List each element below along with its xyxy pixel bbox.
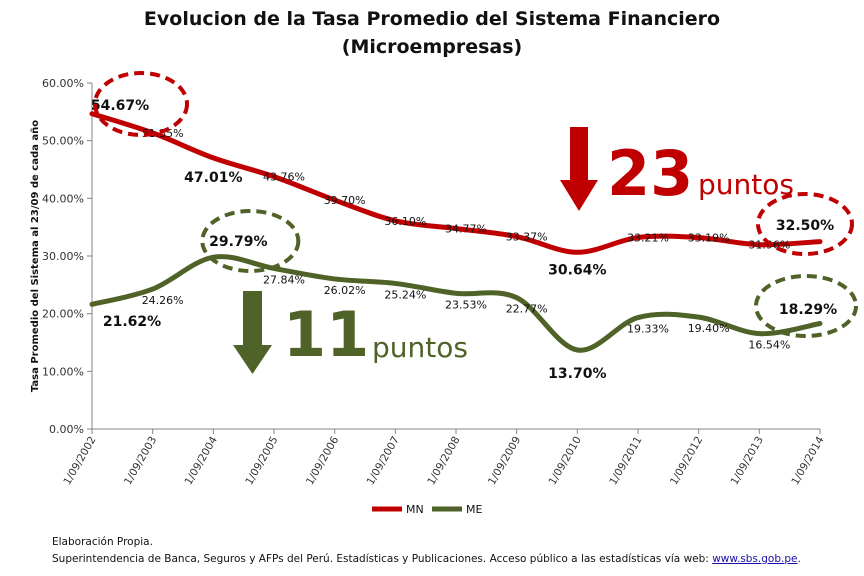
data-label-mn: 43.76% [263,171,305,184]
x-tick-label: 1/09/2011 [607,435,644,488]
y-tick-label: 50.00% [42,135,84,148]
footer-source-text: Superintendencia de Banca, Seguros y AFP… [52,553,713,565]
data-label-me: 23.53% [445,298,487,311]
chart-title: Evolucion de la Tasa Promedio del Sistem… [143,8,721,30]
x-tick-label: 1/09/2008 [425,435,462,488]
x-tick-label: 1/09/2012 [668,435,705,488]
annotation-me-drop-word: puntos [372,331,468,364]
highlight-ellipse-mn-start [93,71,189,137]
x-tick-label: 1/09/2010 [547,435,584,488]
data-label-me: 13.70% [548,366,606,382]
data-label-me: 19.40% [688,322,730,335]
annotation-mn-drop-word: puntos [698,168,794,201]
footer-source-line-2: Superintendencia de Banca, Seguros y AFP… [52,553,801,565]
footer-source-line-1: Elaboración Propia. [52,536,153,548]
x-tick-label: 1/09/2009 [486,435,523,488]
legend-label-me: ME [466,503,482,516]
y-tick-label: 10.00% [42,365,84,378]
arrow-down-icon-mn [560,127,598,211]
data-label-me: 22.77% [506,303,548,316]
data-label-mn: 32.50% [776,218,834,234]
annotation-mn-drop-number: 23 [607,137,693,210]
data-label-me: 29.79% [209,234,267,250]
data-label-me: 19.33% [627,323,669,336]
data-label-me: 25.24% [384,288,426,301]
series-line-mn [89,111,823,255]
data-label-mn: 30.64% [548,262,606,278]
data-label-me: 26.02% [324,284,366,297]
data-label-me: 16.54% [748,339,790,352]
x-tick-label: 1/09/2014 [789,434,826,487]
highlight-ellipse-me-peak [200,209,301,273]
highlight-ellipse-mn-end [756,192,854,256]
data-label-me: 24.26% [142,294,184,307]
data-label-mn: 34.77% [445,222,487,235]
x-tick-label: 1/09/2004 [183,434,220,487]
legend-label-mn: MN [406,503,424,516]
x-tick-label: 1/09/2006 [304,434,341,487]
y-tick-label: 40.00% [42,192,84,205]
series-line-me [89,254,823,353]
y-axis-title: Tasa Promedio del Sistema al 23/09 de ca… [30,120,41,392]
data-label-mn: 47.01% [184,170,242,186]
y-tick-label: 60.00% [42,77,84,90]
chart-subtitle: (Microempresas) [341,36,523,58]
arrow-down-icon-me [233,291,272,374]
y-tick-label: 0.00% [49,423,84,436]
footer-source-link[interactable]: www.sbs.gob.pe [712,553,798,565]
annotation-me-drop-number: 11 [283,298,369,371]
data-label-mn: 39.70% [324,194,366,207]
y-tick-label: 20.00% [42,308,84,321]
data-label-mn: 54.67% [91,98,149,114]
x-tick-label: 1/09/2007 [365,435,402,488]
data-label-mn: 33.37% [506,231,548,244]
x-tick-label: 1/09/2013 [729,435,766,488]
data-label-me: 27.84% [263,273,305,286]
x-tick-label: 1/09/2002 [61,435,98,488]
footer-source-end: . [797,553,801,565]
highlight-ellipse-me-end [754,274,858,338]
data-label-me: 18.29% [779,302,837,318]
x-tick-label: 1/09/2005 [243,435,280,488]
data-label-mn: 33.19% [688,232,730,245]
x-tick-label: 1/09/2003 [122,435,159,488]
data-label-mn: 33.21% [627,231,669,244]
data-label-mn: 36.10% [384,215,426,228]
y-tick-label: 30.00% [42,250,84,263]
data-label-me: 21.62% [103,314,161,330]
